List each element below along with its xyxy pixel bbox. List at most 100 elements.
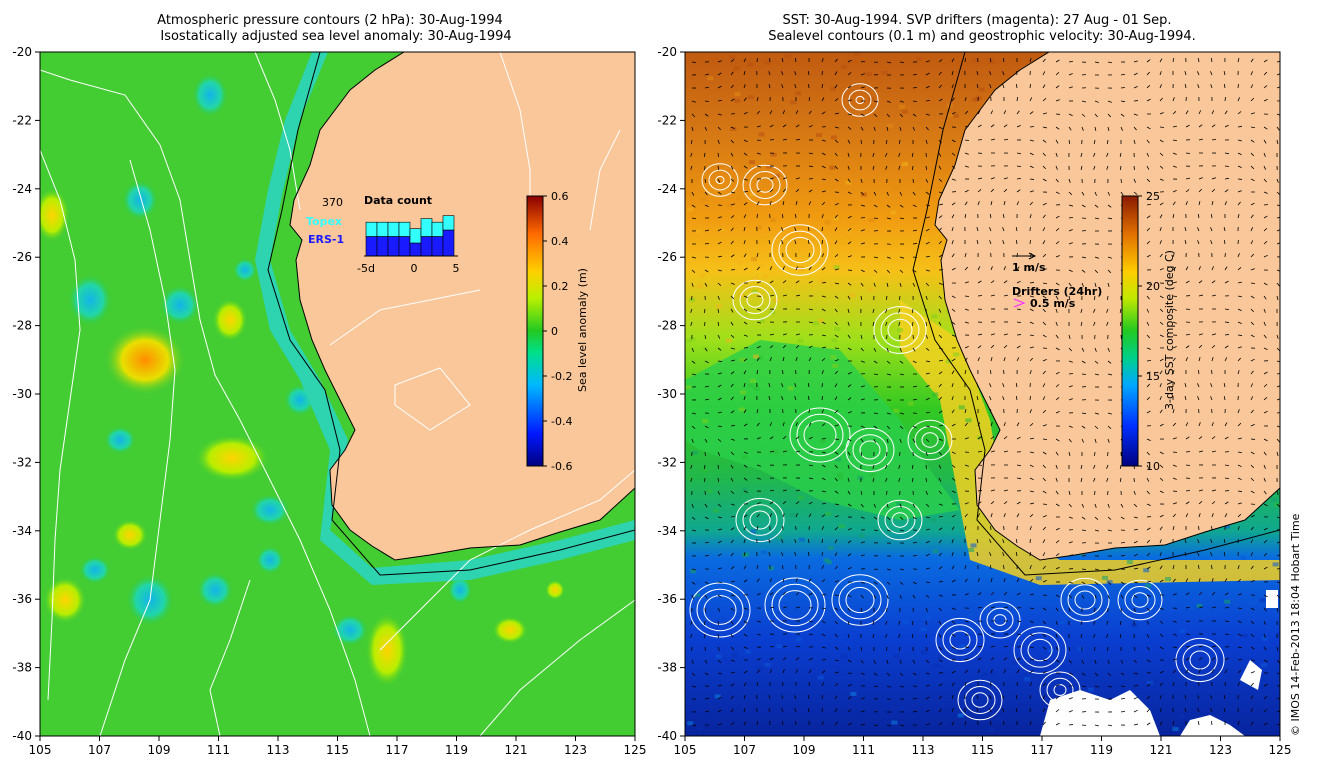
- velocity-arrow: [834, 721, 838, 726]
- velocity-arrow: [925, 425, 930, 428]
- velocity-arrow: [782, 501, 787, 505]
- sst-pixel: [1261, 636, 1268, 641]
- velocity-arrow: [704, 347, 708, 352]
- velocity-arrow: [938, 490, 943, 495]
- sealevel-contour: [831, 574, 889, 626]
- velocity-arrow: [795, 606, 800, 609]
- velocity-arrow: [1184, 240, 1187, 245]
- velocity-arrow: [756, 564, 759, 570]
- velocity-arrow: [1146, 477, 1150, 482]
- velocity-arrow: [1016, 83, 1018, 89]
- velocity-arrow: [1119, 308, 1122, 313]
- velocity-arrow: [1159, 490, 1164, 494]
- velocity-arrow: [860, 554, 865, 557]
- velocity-arrow: [899, 282, 902, 287]
- velocity-arrow: [1185, 451, 1191, 453]
- velocity-arrow: [1094, 685, 1099, 688]
- velocity-arrow: [717, 451, 720, 456]
- sst-pixel: [891, 720, 898, 725]
- velocity-arrow: [990, 489, 995, 492]
- velocity-arrow: [1068, 490, 1071, 495]
- sealevel-contour: [884, 506, 916, 534]
- velocity-arrow: [743, 58, 747, 63]
- velocity-arrow: [1184, 383, 1187, 388]
- velocity-arrow: [1276, 204, 1280, 207]
- velocity-arrow: [873, 373, 879, 376]
- velocity-arrow: [1172, 422, 1177, 427]
- sealevel-contour: [746, 292, 764, 308]
- velocity-arrow: [704, 204, 709, 207]
- velocity-arrow: [1015, 226, 1018, 232]
- velocity-arrow: [1237, 295, 1242, 298]
- sst-pixel: [838, 524, 845, 529]
- velocity-arrow: [1159, 396, 1162, 401]
- velocity-arrow: [938, 722, 943, 726]
- velocity-arrow: [847, 139, 851, 144]
- velocity-arrow: [964, 253, 967, 258]
- velocity-arrow: [1094, 516, 1099, 520]
- velocity-arrow: [938, 282, 943, 286]
- velocity-arrow: [1042, 97, 1047, 102]
- velocity-arrow: [691, 256, 696, 259]
- velocity-arrow: [691, 438, 694, 443]
- sst-pixel: [686, 191, 693, 196]
- sst-pixel: [690, 569, 697, 574]
- velocity-arrow: [1016, 620, 1022, 623]
- velocity-arrow: [794, 539, 797, 544]
- velocity-arrow: [1016, 96, 1019, 102]
- velocity-arrow: [743, 111, 748, 115]
- velocity-arrow: [691, 724, 697, 727]
- velocity-arrow: [1237, 152, 1242, 156]
- sealevel-contour: [935, 617, 985, 663]
- sst-pixel: [792, 629, 799, 634]
- inset-bar-topex: [431, 221, 444, 237]
- velocity-arrow: [1055, 684, 1060, 687]
- velocity-arrow: [730, 607, 735, 612]
- velocity-arrow: [704, 360, 709, 364]
- velocity-arrow: [1159, 526, 1163, 531]
- velocity-arrow: [977, 280, 982, 284]
- velocity-arrow: [925, 295, 928, 300]
- velocity-arrow: [1029, 565, 1032, 570]
- velocity-arrow: [964, 189, 969, 193]
- velocity-arrow: [899, 217, 905, 220]
- velocity-arrow: [768, 552, 771, 557]
- velocity-arrow: [989, 227, 992, 232]
- velocity-arrow: [730, 464, 734, 469]
- velocity-arrow: [730, 683, 735, 687]
- velocity-arrow: [769, 280, 774, 284]
- velocity-arrow: [834, 490, 839, 494]
- velocity-arrow: [1068, 60, 1074, 63]
- velocity-arrow: [1237, 578, 1242, 583]
- velocity-arrow: [1120, 73, 1126, 76]
- sealevel-contour: [1131, 592, 1149, 608]
- velocity-arrow: [834, 254, 839, 258]
- velocity-arrow: [951, 409, 955, 414]
- velocity-arrow: [977, 578, 980, 583]
- velocity-arrow: [1133, 540, 1138, 544]
- velocity-arrow: [1185, 152, 1191, 154]
- velocity-arrow: [964, 152, 969, 155]
- velocity-arrow: [821, 267, 826, 271]
- velocity-arrow: [860, 541, 865, 544]
- velocity-arrow: [730, 438, 735, 441]
- velocity-arrow: [795, 578, 798, 583]
- velocity-arrow: [1133, 528, 1139, 531]
- sst-pixel: [833, 265, 840, 270]
- sst-pixel: [749, 378, 756, 383]
- sst-pixel: [1143, 568, 1150, 573]
- velocity-arrow: [1029, 357, 1034, 362]
- velocity-arrow: [1094, 100, 1099, 103]
- velocity-arrow: [781, 539, 784, 544]
- velocity-arrow: [717, 620, 720, 626]
- velocity-arrow: [1081, 581, 1086, 585]
- velocity-arrow: [1016, 477, 1022, 480]
- velocity-arrow: [1263, 594, 1268, 598]
- velocity-arrow: [795, 513, 798, 518]
- velocity-arrow: [1184, 695, 1187, 700]
- velocity-arrow: [1211, 201, 1214, 206]
- velocity-arrow: [912, 204, 917, 208]
- velocity-arrow: [964, 97, 967, 102]
- sst-pixel: [697, 726, 704, 731]
- velocity-arrow: [1093, 165, 1096, 170]
